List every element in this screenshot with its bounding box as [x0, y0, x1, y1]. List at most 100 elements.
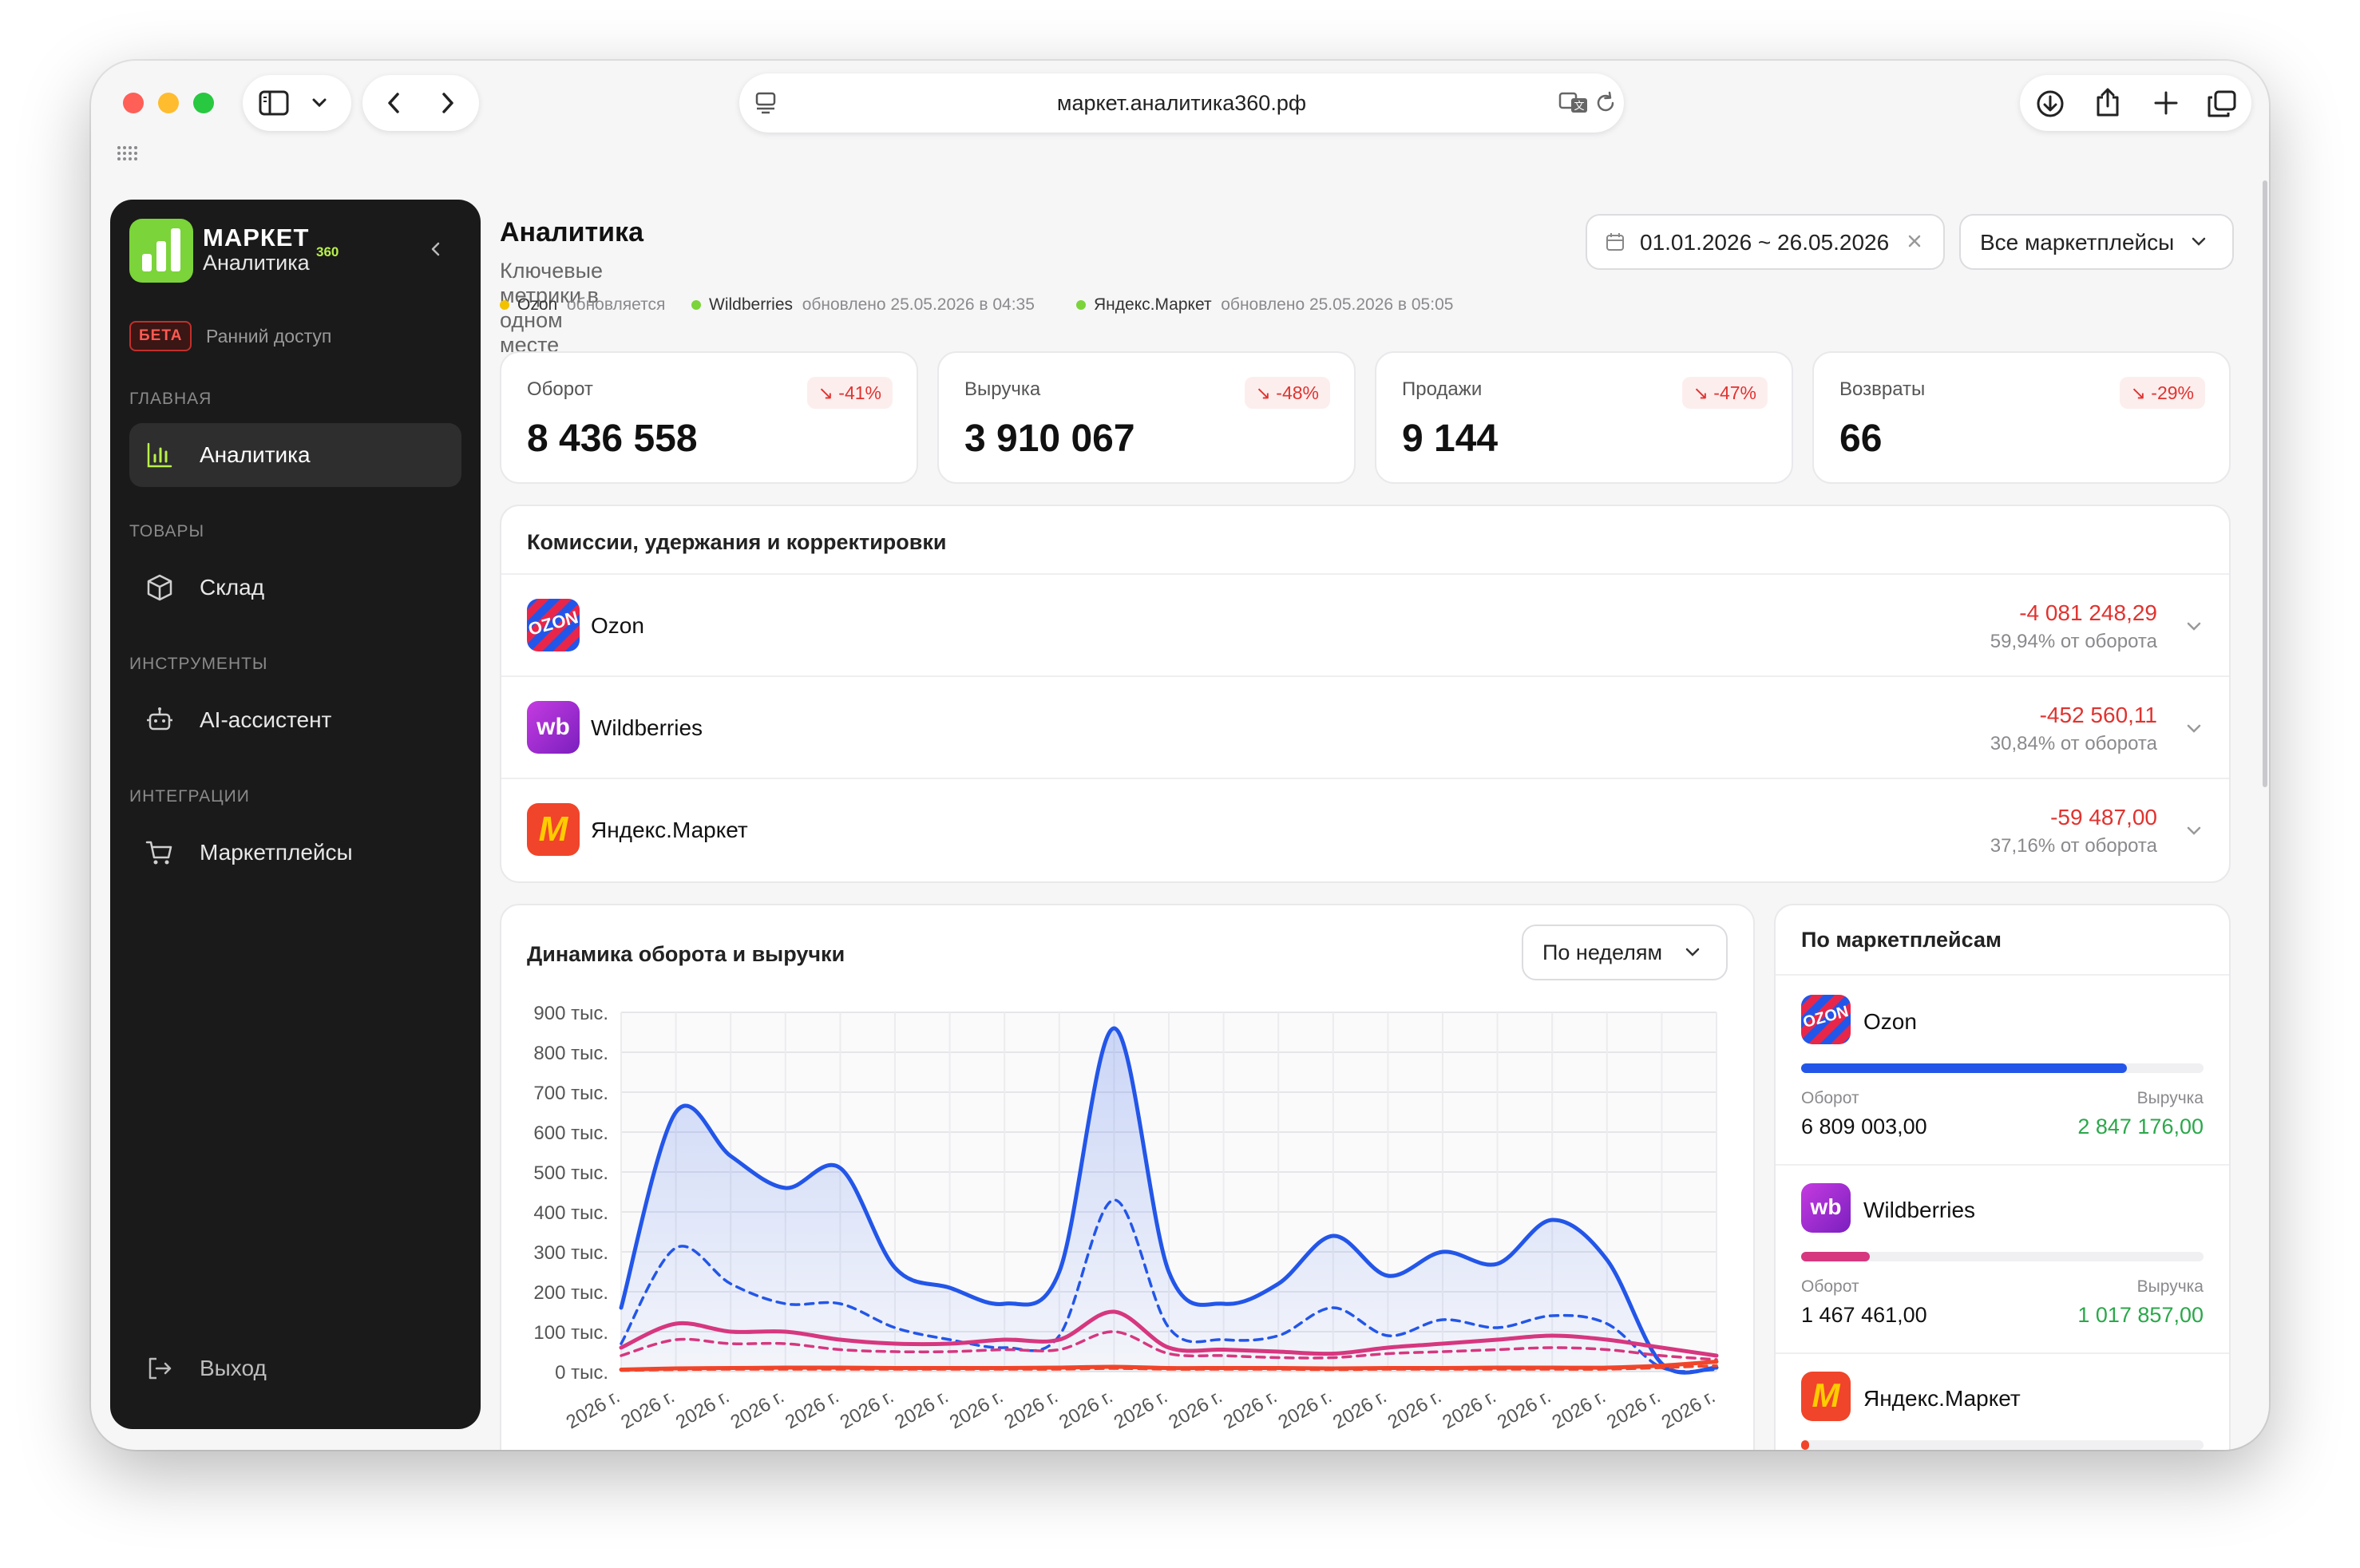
marketplace-summary-yandex[interactable]: M Яндекс.Маркет: [1776, 1372, 2229, 1450]
marketplace-summary-ozon[interactable]: OZON Ozon Оборот Выручка 6 809 003,00 2 …: [1776, 995, 2229, 1162]
y-tick-label: 200 тыс.: [533, 1282, 608, 1304]
commission-percent: 37,16% от оборота: [1990, 835, 2157, 857]
reload-icon[interactable]: [1594, 91, 1618, 115]
wildberries-logo-icon: wb: [1801, 1183, 1851, 1233]
logo-bar: [142, 254, 152, 271]
grid-icon[interactable]: [117, 145, 137, 161]
kpi-value: 66: [1839, 418, 1883, 460]
kpi-card-turnover: Оборот 8 436 558 ↘ -41%: [500, 351, 918, 484]
series-line-0: [619, 1026, 1719, 1375]
turnover-value: 1 467 461,00: [1801, 1303, 1927, 1327]
share-icon[interactable]: [2093, 88, 2122, 118]
commission-row-ozon[interactable]: OZON Ozon -4 081 248,29 59,94% от оборот…: [501, 573, 2229, 677]
x-tick-label: 2026 г.: [563, 1386, 624, 1434]
y-tick-label: 900 тыс.: [533, 1003, 608, 1024]
turnover-value: 6 809 003,00: [1801, 1115, 1927, 1138]
x-tick-label: 2026 г.: [1274, 1386, 1335, 1434]
collapse-sidebar-icon[interactable]: [428, 240, 444, 259]
x-tick-label: 2026 г.: [1111, 1386, 1171, 1434]
url-text[interactable]: маркет.аналитика360.рф: [1056, 91, 1307, 115]
sidebar-item-marketplaces[interactable]: Маркетплейсы: [129, 821, 461, 885]
series-line-1: [620, 1198, 1718, 1373]
status-marketplace: Яндекс.Маркет: [1094, 295, 1212, 314]
share-bar: [1801, 1440, 2204, 1450]
marketplace-summary-wildberries[interactable]: wb Wildberries Оборот Выручка 1 467 461,…: [1776, 1183, 2229, 1351]
page-menu-icon[interactable]: [754, 91, 778, 115]
kpi-value: 3 910 067: [964, 418, 1135, 460]
y-tick-label: 100 тыс.: [533, 1322, 608, 1344]
chevron-down-icon[interactable]: [2184, 616, 2204, 639]
sidebar-item-label: Склад: [200, 575, 265, 600]
x-tick-label: 2026 г.: [1000, 1386, 1061, 1434]
x-tick-label: 2026 г.: [1494, 1386, 1554, 1434]
chevron-down-icon: [1683, 942, 1702, 961]
logo-title: МАРКЕТ: [203, 224, 310, 251]
sidebar-item-analytics[interactable]: Аналитика: [129, 423, 461, 487]
period-select[interactable]: По неделям: [1522, 925, 1728, 980]
commission-amount: -59 487,00: [2050, 805, 2157, 830]
commissions-title: Комиссии, удержания и корректировки: [527, 530, 947, 554]
bar-chart-icon: [145, 441, 174, 469]
chevron-down-icon[interactable]: [310, 93, 329, 112]
dynamics-chart: 900 тыс. 800 тыс. 700 тыс. 600 тыс. 500 тыс.…: [533, 1003, 1719, 1434]
minimize-window-button[interactable]: [158, 93, 179, 113]
sidebar: МАРКЕТ 360 Аналитика БЕТА Ранний доступ …: [110, 200, 481, 1429]
sidebar-toggle-group[interactable]: [243, 75, 351, 131]
y-tick-label: 0 тыс.: [555, 1362, 608, 1384]
sidebar-icon[interactable]: [259, 89, 291, 117]
app-logo[interactable]: [129, 219, 193, 283]
ozon-logo-icon: OZON: [1801, 995, 1851, 1044]
chevron-down-icon[interactable]: [2184, 719, 2204, 742]
logo-bar: [156, 241, 166, 271]
back-arrow-icon[interactable]: [383, 91, 406, 115]
marketplace-name: Ozon: [1863, 1009, 1917, 1034]
kpi-card-revenue: Выручка 3 910 067 ↘ -48%: [937, 351, 1356, 484]
status-text: обновлено 25.05.2026 в 04:35: [802, 295, 1035, 314]
address-bar[interactable]: маркет.аналитика360.рф 文: [739, 73, 1624, 133]
status-text: обновлено 25.05.2026 в 05:05: [1221, 295, 1454, 314]
marketplace-select[interactable]: Все маркетплейсы: [1959, 214, 2234, 270]
date-range-picker[interactable]: 01.01.2026 ~ 26.05.2026: [1586, 214, 1945, 270]
commission-row-yandex[interactable]: M Яндекс.Маркет -59 487,00 37,16% от обо…: [501, 778, 2229, 881]
marketplace-name: Wildberries: [1863, 1198, 1976, 1222]
beta-text: Ранний доступ: [206, 326, 332, 346]
download-icon[interactable]: [2036, 89, 2065, 118]
by-marketplace-title: По маркетплейсам: [1801, 928, 2002, 952]
logout-button[interactable]: Выход: [129, 1336, 461, 1400]
x-tick-label: 2026 г.: [727, 1386, 787, 1434]
status-dot: [1076, 300, 1086, 311]
tabs-overview-icon[interactable]: [2207, 89, 2237, 118]
commission-amount: -452 560,11: [2039, 703, 2157, 727]
kpi-delta-badge: ↘ -48%: [1244, 377, 1330, 409]
kpi-value: 8 436 558: [527, 418, 698, 460]
sync-status-ozon: Ozon обновляется: [500, 295, 665, 315]
scrollbar[interactable]: [2263, 180, 2267, 787]
kpi-value: 9 144: [1402, 418, 1499, 460]
y-tick-label: 500 тыс.: [533, 1162, 608, 1184]
sidebar-item-warehouse[interactable]: Склад: [129, 556, 461, 620]
kpi-label: Возвраты: [1839, 378, 1926, 400]
series-line-2: [619, 1309, 1719, 1358]
marketplace-name: Ozon: [591, 613, 644, 638]
maximize-window-button[interactable]: [193, 93, 214, 113]
new-tab-icon[interactable]: [2152, 89, 2180, 117]
sidebar-item-ai-assistant[interactable]: AI-ассистент: [129, 688, 461, 752]
by-marketplace-card: По маркетплейсам OZON Ozon Оборот Выручк…: [1774, 904, 2231, 1450]
clear-date-icon[interactable]: [1905, 232, 1924, 251]
forward-arrow-icon[interactable]: [436, 91, 458, 115]
close-window-button[interactable]: [123, 93, 144, 113]
turnover-label: Оборот: [1801, 1277, 1859, 1296]
section-title-integrations: ИНТЕГРАЦИИ: [129, 787, 250, 806]
commission-row-wildberries[interactable]: wb Wildberries -452 560,11 30,84% от обо…: [501, 675, 2229, 779]
x-tick-label: 2026 г.: [1439, 1386, 1499, 1434]
status-dot: [691, 300, 701, 311]
box-icon: [145, 573, 174, 602]
chevron-down-icon[interactable]: [2184, 821, 2204, 844]
share-bar: [1801, 1252, 2204, 1261]
status-marketplace: Wildberries: [709, 295, 794, 314]
kpi-delta-badge: ↘ -29%: [2119, 377, 2205, 409]
y-tick-label: 300 тыс.: [533, 1242, 608, 1264]
logo-superscript: 360: [316, 244, 339, 259]
translate-icon[interactable]: 文: [1558, 91, 1590, 115]
x-tick-label: 2026 г.: [946, 1386, 1007, 1434]
